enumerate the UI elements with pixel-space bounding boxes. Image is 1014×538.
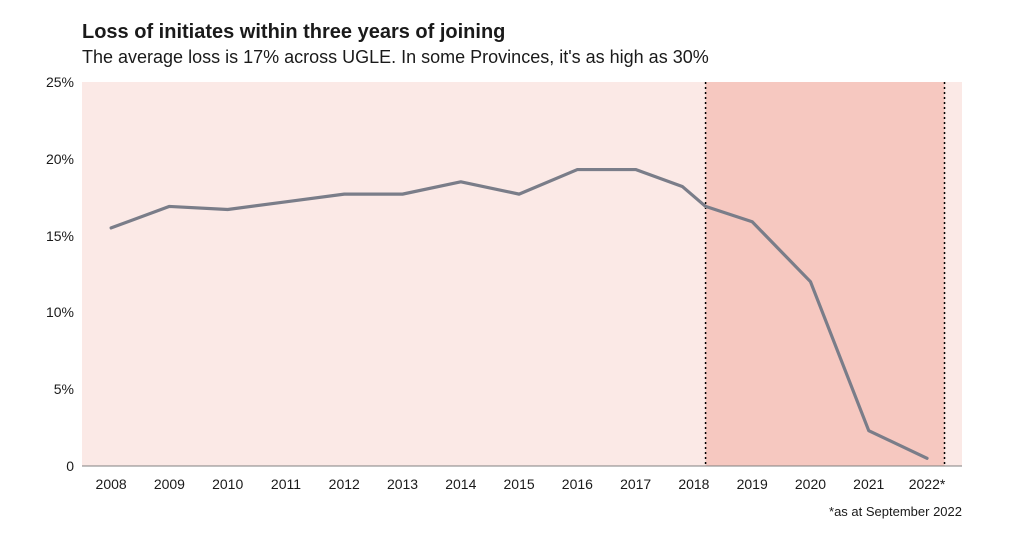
chart-footnote: *as at September 2022 <box>829 504 962 519</box>
x-tick-label: 2017 <box>620 476 651 492</box>
x-tick-label: 2011 <box>271 476 301 492</box>
x-tick-label: 2014 <box>445 476 476 492</box>
x-tick-label: 2022* <box>909 476 946 492</box>
x-tick-label: 2012 <box>329 476 360 492</box>
x-tick-label: 2020 <box>795 476 826 492</box>
x-tick-label: 2009 <box>154 476 185 492</box>
y-tick-label: 15% <box>46 228 74 244</box>
x-tick-label: 2008 <box>96 476 127 492</box>
x-tick-label: 2021 <box>853 476 884 492</box>
x-tick-label: 2016 <box>562 476 593 492</box>
chart-title: Loss of initiates within three years of … <box>82 20 709 44</box>
y-tick-label: 20% <box>46 151 74 167</box>
x-tick-label: 2019 <box>737 476 768 492</box>
x-tick-label: 2015 <box>504 476 535 492</box>
chart-container: Loss of initiates within three years of … <box>0 0 1014 538</box>
x-tick-label: 2010 <box>212 476 243 492</box>
x-tick-label: 2013 <box>387 476 418 492</box>
y-tick-label: 5% <box>54 381 74 397</box>
title-block: Loss of initiates within three years of … <box>82 20 709 69</box>
y-tick-label: 0 <box>66 458 74 474</box>
y-tick-label: 10% <box>46 304 74 320</box>
chart-subtitle: The average loss is 17% across UGLE. In … <box>82 46 709 69</box>
chart-plot <box>82 82 962 468</box>
x-tick-label: 2018 <box>678 476 709 492</box>
y-tick-label: 25% <box>46 74 74 90</box>
